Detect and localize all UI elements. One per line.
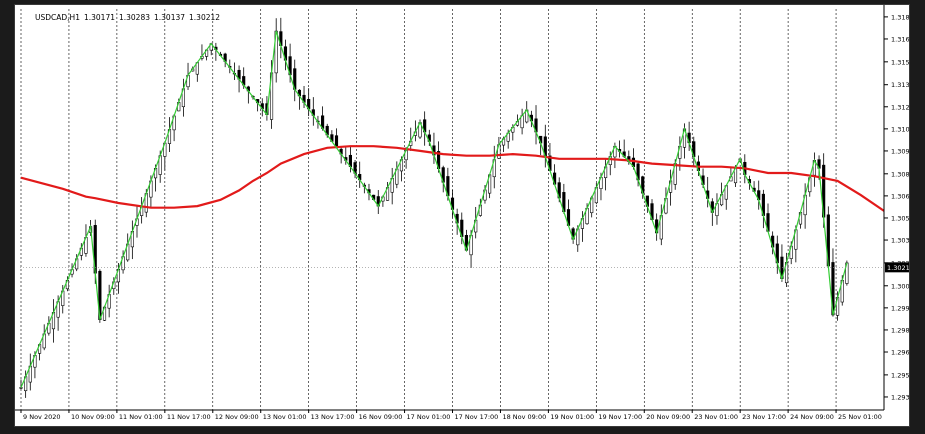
time-tick-label: 17 Nov 01:00 <box>407 413 451 421</box>
price-tick-label: 1.31230 <box>891 103 909 111</box>
price-tick-label: 1.31370 <box>891 81 909 89</box>
open-value: 1.30171 <box>83 13 115 22</box>
time-tick-label: 23 Nov 01:00 <box>694 413 738 421</box>
indicator-lines <box>20 30 885 388</box>
price-tick-label: 1.31800 <box>891 13 909 21</box>
time-tick-label: 17 Nov 17:00 <box>455 413 499 421</box>
time-tick-label: 25 Nov 01:00 <box>838 413 882 421</box>
price-tick-label: 1.29390 <box>891 393 909 401</box>
zigzag-line <box>20 30 848 388</box>
candle-body <box>19 387 23 389</box>
low-value: 1.30137 <box>154 13 186 22</box>
time-axis: 9 Nov 2020 10 Nov 09:00 11 Nov 01:00 11 Nov… <box>15 409 884 421</box>
time-tick-label: 23 Nov 17:00 <box>742 413 786 421</box>
price-chart[interactable]: 1.31800 1.31660 1.31515 1.31370 1.31230 1.310… <box>15 5 909 426</box>
price-tick-label: 1.31515 <box>891 58 909 66</box>
chart-header: USDCAD,H1 1.30171 1.30283 1.30137 1.30212 <box>35 13 224 22</box>
price-tick-label: 1.30525 <box>891 214 909 222</box>
time-tick-label: 12 Nov 09:00 <box>215 413 259 421</box>
time-tick-label: 13 Nov 17:00 <box>311 413 355 421</box>
price-tick-label: 1.29955 <box>891 304 909 312</box>
moving-average-line <box>20 145 885 212</box>
time-tick-label: 20 Nov 09:00 <box>646 413 690 421</box>
price-tick-label: 1.30095 <box>891 282 909 290</box>
price-axis: 1.31800 1.31660 1.31515 1.31370 1.31230 1.310… <box>20 5 909 410</box>
price-tick-label: 1.29675 <box>891 349 909 357</box>
price-tick-label: 1.31090 <box>891 125 909 133</box>
price-tick-label: 1.30385 <box>891 237 909 245</box>
chart-frame: 1.31800 1.31660 1.31515 1.31370 1.31230 1.310… <box>14 4 910 427</box>
price-tick-label: 1.29530 <box>891 371 909 379</box>
time-tick-label: 18 Nov 09:00 <box>502 413 546 421</box>
time-tick-label: 19 Nov 01:00 <box>550 413 594 421</box>
current-price-box <box>885 262 909 273</box>
candlesticks <box>19 17 849 398</box>
price-tick-label: 1.29815 <box>891 326 909 334</box>
price-tick-label: 1.30950 <box>891 147 909 155</box>
price-tick-label: 1.30805 <box>891 170 909 178</box>
current-price-label: 1.30212 <box>887 264 909 272</box>
time-tick-label: 11 Nov 17:00 <box>167 413 211 421</box>
time-tick-label: 13 Nov 01:00 <box>263 413 307 421</box>
price-tick-label: 1.30665 <box>891 192 909 200</box>
time-tick-label: 16 Nov 09:00 <box>359 413 403 421</box>
time-tick-label: 9 Nov 2020 <box>23 413 61 421</box>
time-tick-label: 19 Nov 17:00 <box>598 413 642 421</box>
time-tick-label: 10 Nov 09:00 <box>71 413 115 421</box>
time-tick-label: 24 Nov 09:00 <box>790 413 834 421</box>
time-tick-label: 11 Nov 01:00 <box>119 413 163 421</box>
symbol-label: USDCAD,H1 <box>35 13 80 22</box>
close-value: 1.30212 <box>189 13 221 22</box>
price-tick-label: 1.31660 <box>891 35 909 43</box>
high-value: 1.30283 <box>118 13 150 22</box>
